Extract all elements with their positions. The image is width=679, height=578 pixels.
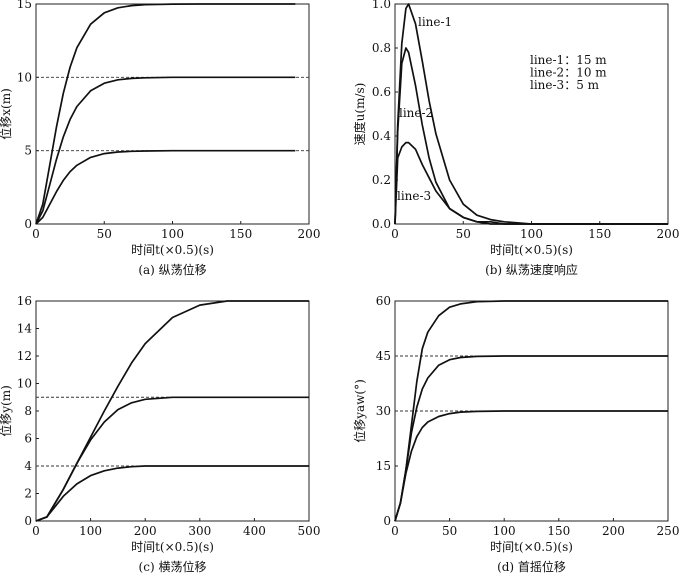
x-tick-label: 400 — [243, 524, 266, 538]
y-tick-label: 0.2 — [372, 173, 391, 187]
y-axis-label: 位移yaw(°) — [352, 379, 367, 443]
series-line-1 — [35, 300, 309, 522]
x-tick-label: 0 — [391, 227, 399, 241]
x-tick-label: 100 — [520, 227, 543, 241]
y-tick-label: 60 — [376, 294, 391, 308]
legend-entry: line-2：10 m — [530, 66, 607, 80]
subplot-caption: (d) 首摇位移 — [497, 559, 566, 574]
x-tick-label: 50 — [97, 227, 112, 241]
x-tick-label: 200 — [657, 227, 679, 241]
plot-frame — [35, 3, 310, 225]
sway-displacement-chart: 0 100 200 300 400 500 0 2 4 6 8 10 12 14 16 时间t(×0.5)(s… — [0, 294, 320, 574]
subplot-caption: (c) 横荡位移 — [139, 559, 207, 574]
line-annotation: line-1 — [418, 15, 452, 29]
line-annotation: line-3 — [397, 189, 431, 203]
y-tick-label: 15 — [17, 0, 32, 11]
y-tick-label: 5 — [24, 144, 32, 158]
series-line-1 — [394, 3, 668, 225]
x-axis-label: 时间t(×0.5)(s) — [490, 243, 573, 257]
x-tick-label: 0 — [391, 524, 399, 538]
x-tick-label: 50 — [456, 227, 471, 241]
x-tick-label: 500 — [298, 524, 321, 538]
y-tick-label: 4 — [24, 459, 32, 473]
series-line-3 — [35, 149, 296, 225]
y-tick-label: 10 — [17, 70, 32, 84]
subplot-caption: (a) 纵荡位移 — [138, 262, 206, 277]
line-annotation: line-2 — [399, 106, 433, 120]
y-tick-label: 0 — [24, 217, 32, 231]
series-line-2 — [394, 355, 668, 522]
y-tick-label: 1.0 — [372, 0, 391, 11]
x-tick-label: 150 — [229, 227, 252, 241]
y-axis-label: 位移y(m) — [0, 385, 13, 437]
y-tick-label: 14 — [17, 322, 33, 336]
series-line-3 — [35, 465, 309, 522]
x-tick-label: 0 — [32, 524, 40, 538]
surge-displacement-chart: 0 50 100 150 200 0 5 10 15 时间t(×0.5)(s) 位移x(m) (a) … — [0, 0, 320, 277]
x-tick-label: 0 — [32, 227, 40, 241]
x-axis-label: 时间t(×0.5)(s) — [490, 540, 573, 554]
plot-frame — [35, 300, 310, 522]
y-tick-label: 0.6 — [372, 85, 391, 99]
x-tick-label: 200 — [134, 524, 157, 538]
x-tick-label: 250 — [657, 524, 679, 538]
y-tick-label: 16 — [17, 294, 32, 308]
x-axis-label: 时间t(×0.5)(s) — [131, 540, 214, 554]
legend-entry: line-3：5 m — [530, 78, 600, 92]
legend-entry: line-1：15 m — [530, 53, 607, 67]
y-tick-label: 0 — [383, 514, 391, 528]
x-tick-label: 200 — [298, 227, 321, 241]
x-tick-label: 150 — [547, 524, 570, 538]
series-line-2 — [35, 76, 296, 225]
y-tick-label: 0 — [24, 514, 32, 528]
series-line-3 — [394, 141, 668, 225]
y-tick-label: 2 — [24, 487, 32, 501]
x-tick-label: 50 — [442, 524, 457, 538]
y-tick-label: 45 — [376, 349, 391, 363]
y-tick-label: 10 — [17, 377, 32, 391]
x-tick-label: 100 — [79, 524, 102, 538]
x-tick-label: 200 — [602, 524, 625, 538]
x-tick-label: 300 — [188, 524, 211, 538]
x-tick-label: 100 — [161, 227, 184, 241]
yaw-displacement-chart: 0 50 100 150 200 250 0 15 30 45 60 时间t(×0.5)(s) 位移ya… — [352, 294, 679, 574]
y-tick-label: 0.0 — [372, 217, 391, 231]
series-line-3 — [394, 410, 668, 522]
y-axis-label: 位移x(m) — [0, 88, 13, 140]
y-tick-label: 6 — [24, 432, 32, 446]
x-tick-label: 100 — [493, 524, 516, 538]
series-line-1 — [35, 3, 296, 225]
series-line-2 — [35, 396, 309, 522]
y-tick-label: 12 — [17, 349, 32, 363]
x-tick-label: 150 — [588, 227, 611, 241]
y-tick-label: 30 — [376, 404, 391, 418]
surge-velocity-chart: 0 50 100 150 200 0.0 0.2 0.4 0.6 0.8 1.0 时间t(×0.5)(… — [352, 0, 679, 277]
y-tick-label: 15 — [376, 459, 391, 473]
x-axis-label: 时间t(×0.5)(s) — [131, 243, 214, 257]
y-axis-label: 速度u(m/s) — [352, 83, 367, 146]
subplot-caption: (b) 纵荡速度响应 — [485, 262, 578, 277]
y-tick-label: 8 — [24, 404, 32, 418]
y-tick-label: 0.8 — [372, 41, 391, 55]
y-tick-label: 0.4 — [372, 129, 391, 143]
